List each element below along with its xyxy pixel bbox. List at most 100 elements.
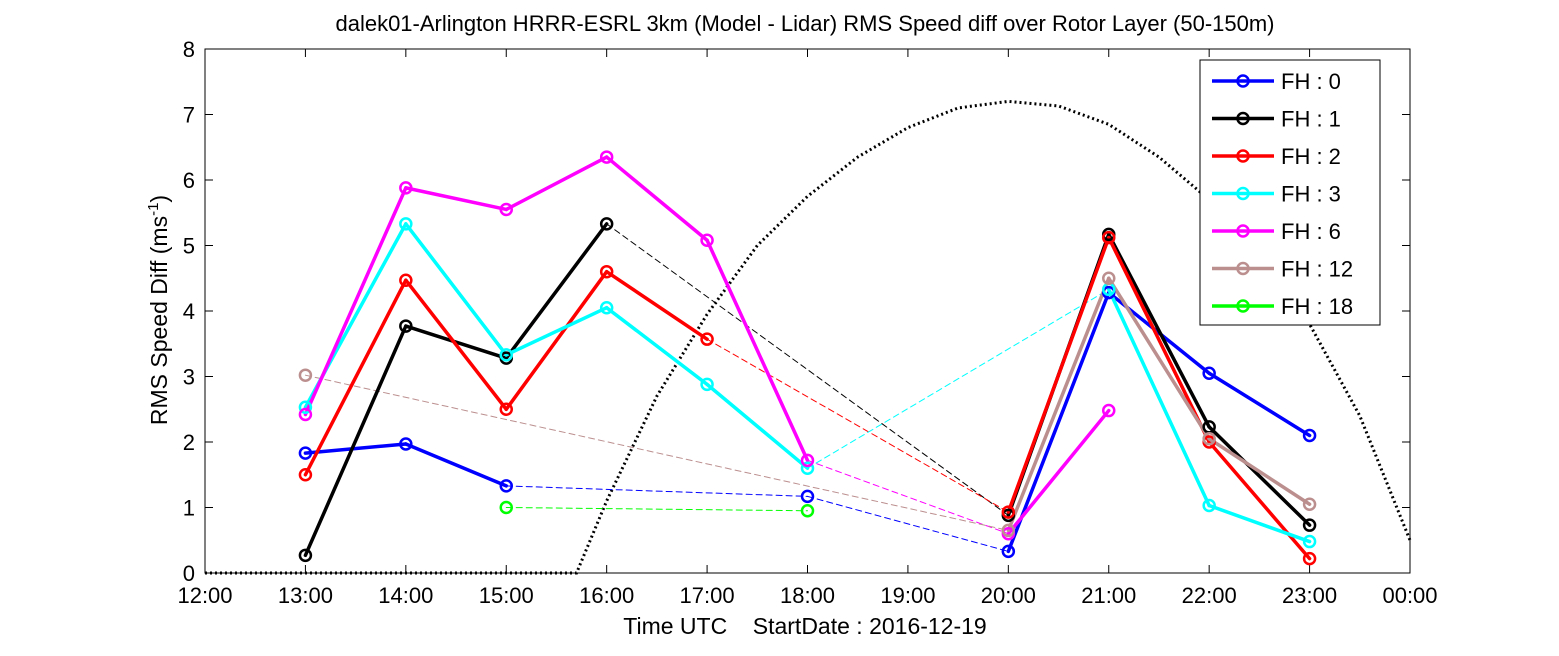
data-point xyxy=(599,150,614,164)
y-tick-label: 6 xyxy=(183,168,195,193)
data-point xyxy=(399,437,413,451)
y-tick-label: 2 xyxy=(183,430,195,455)
x-tick-label: 14:00 xyxy=(378,583,433,608)
y-axis-label-main: RMS Speed Diff (ms xyxy=(146,216,172,425)
x-tick-label: 20:00 xyxy=(981,583,1036,608)
series-line-segment xyxy=(504,222,609,360)
data-point xyxy=(499,402,513,416)
data-point xyxy=(298,400,313,415)
series-line-segment xyxy=(303,278,408,477)
data-point xyxy=(399,181,413,195)
series-line-segment xyxy=(1006,408,1111,536)
series-line-segment xyxy=(1107,235,1211,444)
series-line-segment xyxy=(404,186,508,212)
data-point xyxy=(800,461,815,475)
data-point xyxy=(700,233,714,248)
series-line-segment xyxy=(504,155,609,212)
data-point xyxy=(298,446,313,460)
series-gap-connector xyxy=(706,338,1009,513)
legend: FH : 0 FH : 1 FH : 2 FH : 3 FH : 6 FH : 12 FH … xyxy=(1199,59,1381,326)
data-point xyxy=(1302,518,1317,532)
series-gap-connector xyxy=(606,223,1009,516)
y-tick-label: 1 xyxy=(183,496,195,521)
legend-marker xyxy=(1236,111,1250,126)
legend-marker xyxy=(1236,299,1250,313)
series-line-segment xyxy=(404,222,508,357)
data-point xyxy=(1302,534,1317,549)
y-tick-label: 0 xyxy=(183,561,195,586)
x-tick-label: 00:00 xyxy=(1382,583,1437,608)
series-line-segment xyxy=(705,238,810,463)
legend-label: FH : 2 xyxy=(1281,144,1341,169)
data-point xyxy=(298,368,313,382)
y-axis-label-superscript: -1 xyxy=(145,203,162,216)
y-tick-label: 5 xyxy=(183,234,195,259)
data-point xyxy=(800,504,815,518)
series-line-segment xyxy=(1207,440,1312,561)
data-point xyxy=(1202,431,1216,446)
series-gap-connector xyxy=(807,495,1009,552)
x-tick-label: 23:00 xyxy=(1282,583,1337,608)
series-line-segment xyxy=(604,269,709,341)
series-line-segment xyxy=(705,382,810,470)
y-axis-label-tail: ) xyxy=(146,195,172,203)
legend-marker xyxy=(1236,186,1250,201)
y-tick-label: 3 xyxy=(183,365,195,390)
legend-label: FH : 3 xyxy=(1281,182,1341,207)
series-line-segment xyxy=(1006,276,1111,533)
y-tick-label: 8 xyxy=(183,37,195,62)
series-line-segment xyxy=(504,269,609,411)
series-line-segment xyxy=(1107,276,1211,441)
x-tick-label: 22:00 xyxy=(1182,583,1237,608)
series-line-segment xyxy=(404,278,508,411)
data-point xyxy=(1102,403,1116,418)
data-point xyxy=(700,332,714,346)
legend-label: FH : 18 xyxy=(1281,294,1353,319)
x-axis: 12:00 13:00 14:00 15:00 16:00 17:00 18:00 19:00… xyxy=(177,49,1438,608)
y-axis: 0 1 2 3 4 5 6 7 8 xyxy=(183,37,1410,586)
series-line-segment xyxy=(1207,371,1312,438)
data-point xyxy=(399,217,413,231)
data-point xyxy=(298,548,313,563)
series-line-segment xyxy=(604,155,709,243)
data-point xyxy=(1202,366,1216,380)
series-gap-connector xyxy=(505,485,808,497)
x-tick-label: 21:00 xyxy=(1081,583,1136,608)
data-point xyxy=(499,202,513,217)
data-point xyxy=(800,453,815,468)
data-point xyxy=(1001,544,1016,559)
x-axis-label: Time UTC StartDate : 2016-12-19 xyxy=(623,613,986,639)
data-point xyxy=(1202,498,1216,513)
data-point xyxy=(499,348,513,362)
series-line-segment xyxy=(1207,436,1312,506)
series-line-segment xyxy=(303,324,408,558)
x-tick-label: 15:00 xyxy=(479,583,534,608)
data-point xyxy=(800,489,815,504)
series-line-segment xyxy=(303,442,408,455)
data-point xyxy=(298,407,313,422)
x-tick-label: 17:00 xyxy=(680,583,735,608)
data-point xyxy=(1001,523,1016,538)
data-point xyxy=(399,273,413,287)
series-line-segment xyxy=(504,305,609,357)
y-axis-label: RMS Speed Diff (ms-1) xyxy=(145,195,172,425)
data-point xyxy=(499,479,513,493)
legend-marker xyxy=(1236,224,1250,238)
data-point xyxy=(599,264,614,279)
series-line-segment xyxy=(1207,503,1312,544)
legend-label: FH : 12 xyxy=(1281,257,1353,282)
x-tick-label: 19:00 xyxy=(880,583,935,608)
data-point xyxy=(599,300,614,315)
legend-label: FH : 6 xyxy=(1281,219,1341,244)
series-gap-connector xyxy=(304,374,1009,531)
legend-label: FH : 0 xyxy=(1281,69,1341,94)
series-line-segment xyxy=(1006,290,1111,554)
legend-label: FH : 1 xyxy=(1281,107,1341,132)
data-point xyxy=(1302,551,1317,566)
series-layer xyxy=(298,150,1317,566)
x-tick-label: 12:00 xyxy=(177,583,232,608)
y-tick-label: 4 xyxy=(183,299,195,324)
data-point xyxy=(599,217,614,231)
legend-marker xyxy=(1236,149,1250,163)
data-point xyxy=(1001,505,1016,519)
